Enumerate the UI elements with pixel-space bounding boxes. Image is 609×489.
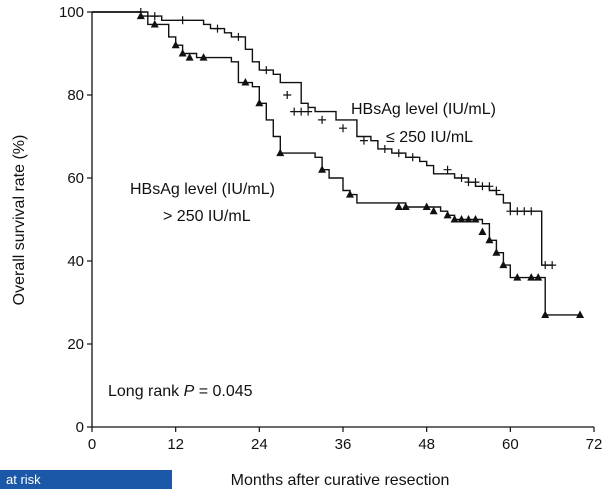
y-tick-label: 100 xyxy=(59,4,84,21)
censor-mark xyxy=(178,16,187,25)
y-tick-label: 40 xyxy=(67,253,84,270)
censor-mark xyxy=(290,107,299,116)
x-tick-label: 0 xyxy=(88,436,96,453)
censor-mark xyxy=(527,207,536,216)
censor-mark xyxy=(513,207,522,216)
censor-mark xyxy=(443,210,452,219)
log-rank-p: P xyxy=(184,383,195,400)
censor-mark xyxy=(234,32,243,41)
y-tick-label: 0 xyxy=(76,419,84,436)
censor-mark xyxy=(450,215,459,223)
x-tick-label: 72 xyxy=(586,436,603,453)
censor-mark xyxy=(171,40,180,49)
censor-mark xyxy=(262,66,271,75)
censor-mark xyxy=(541,261,550,270)
censor-mark xyxy=(255,98,264,107)
censor-mark xyxy=(443,165,452,174)
x-tick-label: 24 xyxy=(251,436,268,453)
survival-curves xyxy=(92,8,585,318)
series-label-low-line2: ≤ 250 IU/mL xyxy=(386,129,473,146)
y-tick-label: 80 xyxy=(67,87,84,104)
censor-mark xyxy=(345,190,354,198)
y-axis-title: Overall survival rate (%) xyxy=(11,135,28,306)
censor-mark xyxy=(499,260,508,269)
x-tick-label: 36 xyxy=(335,436,352,453)
censor-mark xyxy=(471,178,480,187)
censor-mark xyxy=(297,107,306,116)
y-ticks: 0 20 40 60 80 100 xyxy=(59,4,92,436)
censor-mark xyxy=(464,215,473,223)
censor-mark xyxy=(485,235,494,244)
censor-mark xyxy=(178,49,187,57)
censor-mark xyxy=(513,273,522,281)
censor-mark xyxy=(401,202,410,211)
x-tick-label: 60 xyxy=(502,436,519,453)
censor-mark xyxy=(464,178,473,187)
survival-curve-high xyxy=(92,11,581,316)
censor-mark xyxy=(576,310,585,318)
series-label-high-line1: HBsAg level (IU/mL) xyxy=(130,181,275,198)
censor-mark xyxy=(548,261,557,270)
censor-mark xyxy=(506,207,515,216)
y-tick-label: 20 xyxy=(67,336,84,353)
censor-mark xyxy=(527,273,536,281)
censor-mark xyxy=(478,182,487,191)
censor-mark xyxy=(534,273,543,281)
censor-mark xyxy=(339,124,347,133)
censor-mark xyxy=(492,186,501,195)
censor-mark xyxy=(150,19,159,28)
series-label-high-line2: > 250 IU/mL xyxy=(163,208,251,225)
at-risk-banner: at risk xyxy=(0,470,172,489)
censor-mark xyxy=(241,78,250,86)
log-rank-value: = 0.045 xyxy=(194,383,252,400)
censor-mark xyxy=(478,227,487,235)
censor-mark xyxy=(394,149,403,158)
series-label-low-line1: HBsAg level (IU/mL) xyxy=(351,101,496,118)
log-rank-prefix: Long rank xyxy=(108,383,184,400)
censor-mark xyxy=(304,107,313,116)
x-tick-label: 48 xyxy=(418,436,435,453)
censor-mark xyxy=(380,144,389,153)
censor-mark xyxy=(136,11,145,20)
censor-mark xyxy=(408,153,417,162)
censor-mark xyxy=(492,248,501,256)
x-ticks: 0 12 24 36 48 60 72 xyxy=(88,427,603,453)
axes: 0 20 40 60 80 100 0 12 24 36 48 60 72 xyxy=(59,4,602,453)
censor-mark xyxy=(318,115,327,124)
censor-mark xyxy=(318,165,327,173)
censor-mark xyxy=(471,215,480,223)
censor-mark xyxy=(457,174,466,182)
censor-mark xyxy=(185,53,194,61)
censor-mark xyxy=(457,215,466,223)
censor-mark xyxy=(429,206,438,215)
censor-mark xyxy=(150,12,159,21)
censor-mark xyxy=(199,53,208,61)
x-axis-title: Months after curative resection xyxy=(231,472,450,489)
x-tick-label: 12 xyxy=(167,436,184,453)
censor-mark xyxy=(213,24,222,33)
censor-mark xyxy=(485,182,494,191)
censor-mark xyxy=(283,91,292,99)
censor-mark xyxy=(359,136,368,145)
censor-mark xyxy=(276,148,285,157)
censor-mark xyxy=(520,207,529,216)
censor-mark xyxy=(541,310,550,318)
censor-mark xyxy=(422,202,431,211)
log-rank-annotation: Long rank P = 0.045 xyxy=(108,383,253,400)
y-tick-label: 60 xyxy=(67,170,84,187)
censor-mark xyxy=(394,202,403,211)
survival-curve-low xyxy=(92,11,553,266)
